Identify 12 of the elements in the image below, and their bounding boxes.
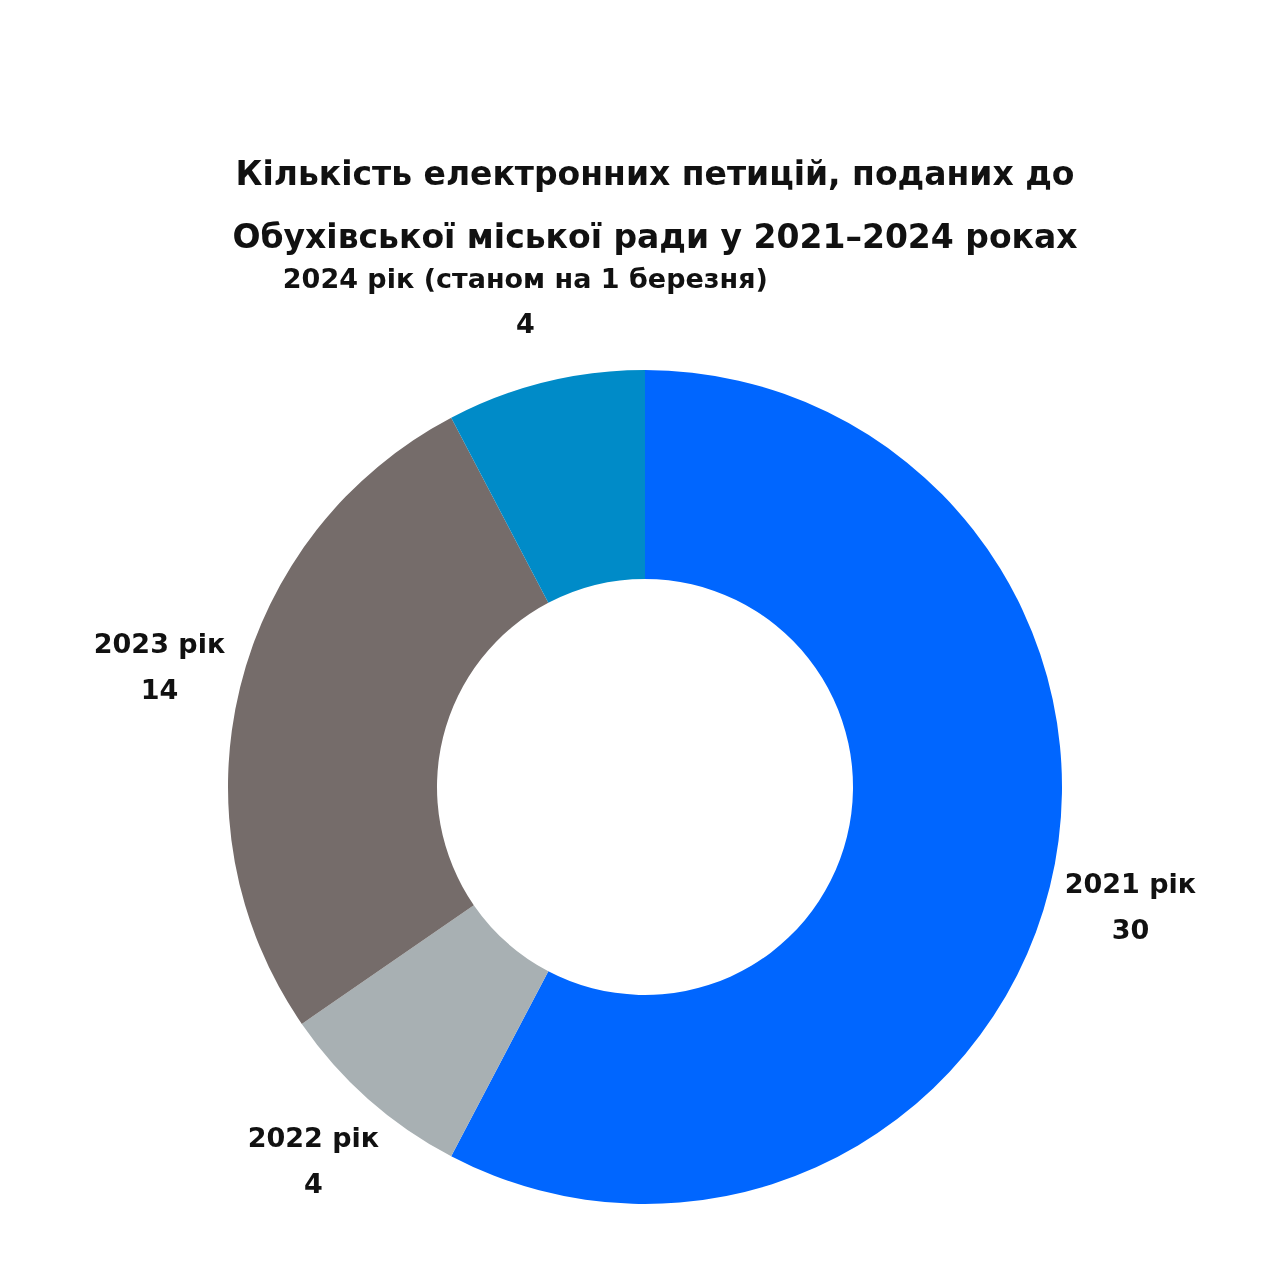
donut-slice xyxy=(451,370,1062,1204)
data-label: 4 xyxy=(304,1168,323,1200)
donut-slice xyxy=(228,417,549,1024)
data-label: 30 xyxy=(1111,913,1150,945)
slice-label: 2024 рік (станом на 1 березня) xyxy=(282,262,768,294)
data-label: 14 xyxy=(140,674,179,706)
slice-label: 2022 рік xyxy=(247,1122,380,1154)
chart-title: Кількість електронних петицій, поданих до Обухівської міської ради у 2021–2024 роках xyxy=(232,154,1078,256)
slice-label: 2023 рік xyxy=(93,628,226,660)
slice-label: 2021 рік xyxy=(1064,867,1197,899)
data-label: 4 xyxy=(515,308,535,340)
donut-slice xyxy=(451,370,645,603)
